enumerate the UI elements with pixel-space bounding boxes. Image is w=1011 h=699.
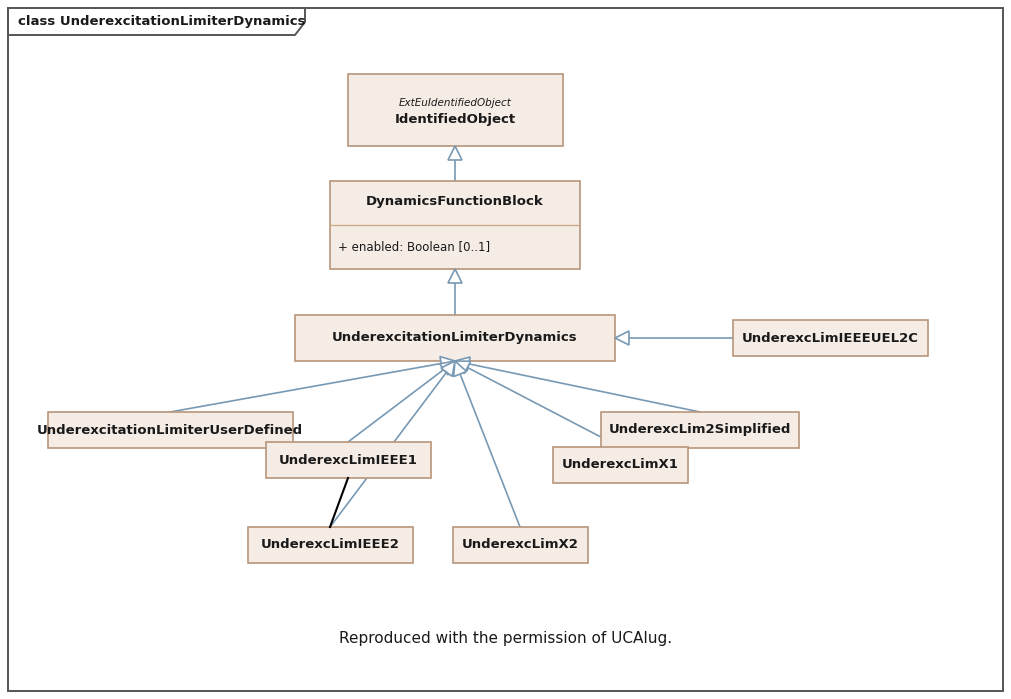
Polygon shape [440,361,455,375]
Text: UnderexcLim2Simplified: UnderexcLim2Simplified [609,424,792,436]
Text: UnderexcitationLimiterDynamics: UnderexcitationLimiterDynamics [333,331,578,345]
Polygon shape [440,356,455,370]
FancyBboxPatch shape [330,181,580,269]
Text: Reproduced with the permission of UCAIug.: Reproduced with the permission of UCAIug… [339,631,672,647]
FancyBboxPatch shape [295,315,615,361]
FancyBboxPatch shape [453,527,587,563]
FancyBboxPatch shape [348,74,562,146]
Polygon shape [441,361,455,376]
Polygon shape [615,331,629,345]
Polygon shape [448,269,462,283]
Polygon shape [455,361,471,374]
Text: ExtEuIdentifiedObject: ExtEuIdentifiedObject [398,98,512,108]
Text: IdentifiedObject: IdentifiedObject [394,113,516,127]
Text: UnderexcitationLimiterUserDefined: UnderexcitationLimiterUserDefined [37,424,303,436]
Text: DynamicsFunctionBlock: DynamicsFunctionBlock [366,195,544,208]
Text: UnderexcLimIEEE2: UnderexcLimIEEE2 [261,538,399,552]
Polygon shape [448,146,462,160]
Text: UnderexcLimIEEE1: UnderexcLimIEEE1 [279,454,418,466]
FancyBboxPatch shape [48,412,292,448]
FancyBboxPatch shape [601,412,799,448]
FancyBboxPatch shape [733,320,927,356]
FancyBboxPatch shape [552,447,687,483]
Text: UnderexcLimIEEEUEL2C: UnderexcLimIEEEUEL2C [741,331,918,345]
Text: UnderexcLimX2: UnderexcLimX2 [462,538,578,552]
Text: class UnderexcitationLimiterDynamics: class UnderexcitationLimiterDynamics [18,15,305,29]
Polygon shape [455,357,470,370]
FancyBboxPatch shape [266,442,431,478]
Text: UnderexcLimX1: UnderexcLimX1 [561,459,678,472]
Text: + enabled: Boolean [0..1]: + enabled: Boolean [0..1] [338,240,490,254]
Polygon shape [454,361,467,377]
FancyBboxPatch shape [248,527,412,563]
